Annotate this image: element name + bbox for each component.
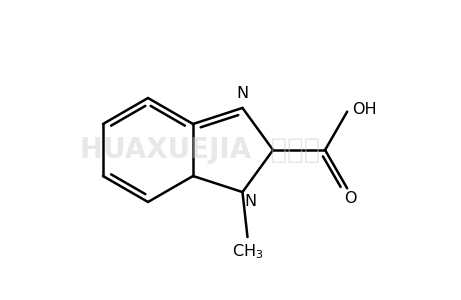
Text: CH$_3$: CH$_3$ — [232, 242, 263, 261]
Text: O: O — [344, 191, 356, 206]
Text: N: N — [236, 86, 248, 101]
Text: N: N — [244, 194, 257, 209]
Text: HUAXUEJIA  化学加: HUAXUEJIA 化学加 — [80, 136, 320, 164]
Text: OH: OH — [352, 102, 377, 117]
